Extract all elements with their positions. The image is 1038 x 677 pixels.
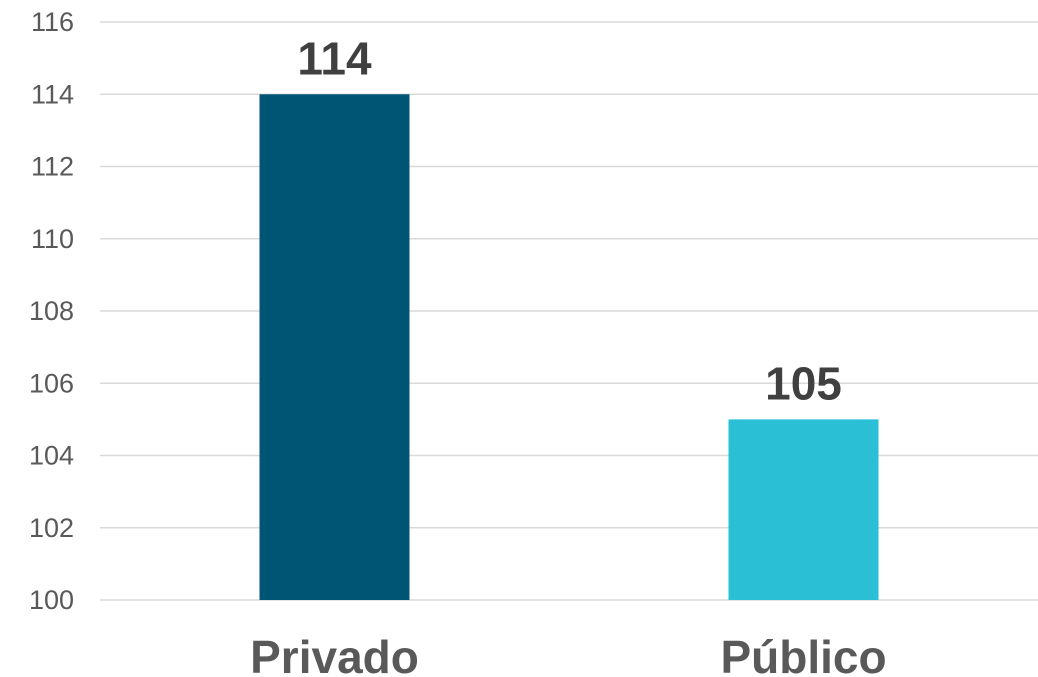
x-axis-category-labels: Privado Público: [250, 631, 886, 677]
x-category-label: Privado: [250, 631, 419, 677]
y-tick-label: 106: [29, 368, 74, 398]
y-tick-label: 108: [29, 296, 74, 326]
data-label-privado: 114: [297, 32, 372, 84]
x-category-label: Público: [720, 631, 886, 677]
data-label-público: 105: [765, 357, 842, 409]
y-tick-label: 114: [31, 79, 74, 109]
y-tick-label: 116: [31, 7, 74, 37]
bar-privado: [259, 94, 410, 600]
y-tick-label: 112: [31, 152, 74, 182]
y-tick-label: 110: [31, 224, 74, 254]
bar-público: [728, 419, 879, 600]
y-axis-tick-labels: 100 102 104 106 108 110 112 114 116: [29, 7, 74, 615]
data-labels: 114 105: [297, 32, 841, 409]
y-tick-label: 104: [29, 441, 74, 471]
y-tick-label: 102: [29, 513, 74, 543]
bars: [259, 94, 879, 600]
y-tick-label: 100: [29, 585, 74, 615]
gridlines: [100, 21, 1038, 601]
